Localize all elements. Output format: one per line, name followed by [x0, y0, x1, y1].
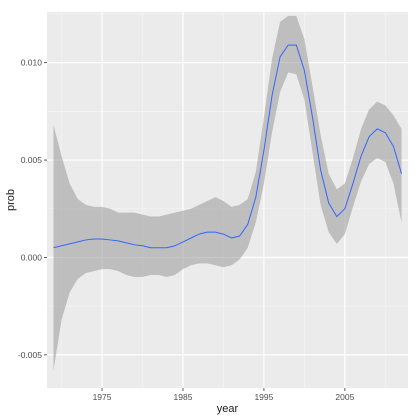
x-tick-label: 1975 — [93, 392, 112, 402]
x-axis-ticks: 1975 1985 1995 2005 — [93, 388, 355, 402]
y-tick-label: -0.005 — [18, 350, 42, 360]
y-axis-ticks: -0.005 0.000 0.005 0.010 — [18, 58, 47, 360]
x-axis-label: year — [217, 403, 239, 415]
x-tick-label: 1995 — [254, 392, 273, 402]
y-tick-label: 0.005 — [21, 155, 43, 165]
y-tick-label: 0.000 — [21, 252, 43, 262]
y-tick-label: 0.010 — [21, 58, 43, 68]
series-line — [53, 44, 402, 249]
x-tick-label: 1985 — [174, 392, 193, 402]
x-tick-label: 2005 — [335, 392, 354, 402]
y-axis-label: prob — [5, 189, 17, 211]
confidence-ribbon — [53, 15, 402, 371]
